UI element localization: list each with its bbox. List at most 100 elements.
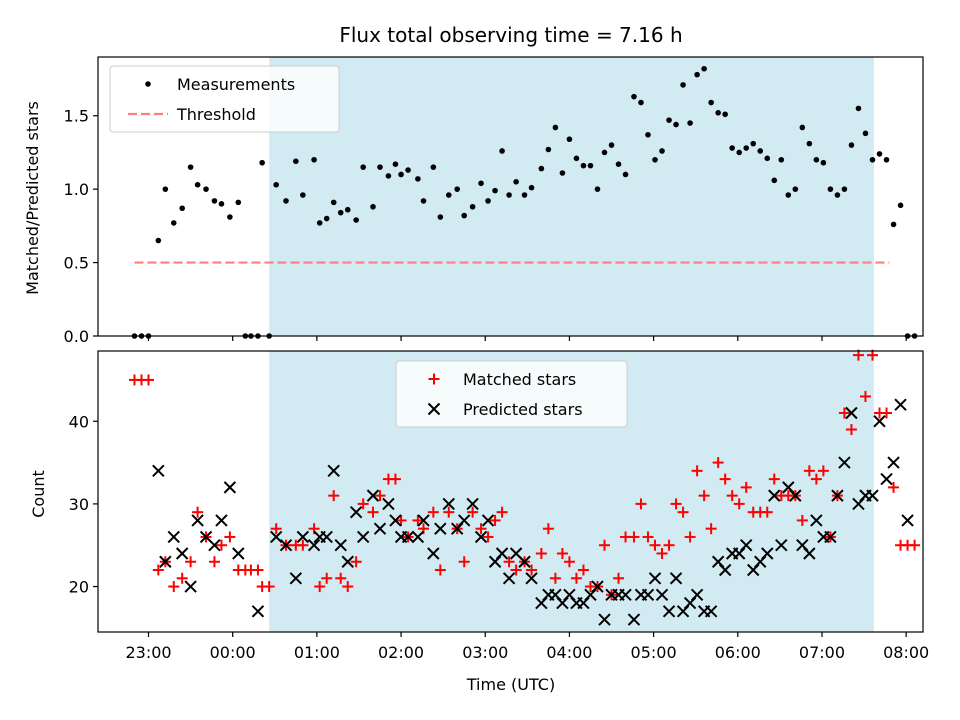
measurement-point <box>170 220 177 226</box>
matched-star-point <box>909 539 921 551</box>
measurement-point <box>715 110 721 116</box>
measurement-point <box>601 149 608 156</box>
predicted-star-point <box>382 497 395 511</box>
matched-star-point <box>208 556 220 568</box>
predicted-star-point <box>427 547 440 560</box>
predicted-star-point <box>466 497 479 511</box>
matched-star-point <box>768 473 780 485</box>
predicted-star-point <box>366 489 380 502</box>
predicted-star-point <box>349 505 363 519</box>
matched-star-point <box>342 581 354 593</box>
top-y-tick-label: 1.0 <box>64 180 89 199</box>
predicted-star-point <box>894 398 907 411</box>
measurement-point <box>293 158 299 165</box>
predicted-star-point <box>223 481 237 494</box>
measurement-point <box>179 205 185 212</box>
bottom-panel: 20 30 40 23:00 00:00 01:00 02:00 03:00 04:00 05:0… <box>69 349 929 662</box>
predicted-star-point <box>215 514 228 527</box>
predicted-star-point <box>289 572 303 585</box>
measurement-point <box>521 192 528 198</box>
measurement-point <box>848 142 855 148</box>
predicted-star-point <box>591 580 604 593</box>
bottom-plot-frame <box>97 350 924 633</box>
predicted-star-point <box>269 530 283 544</box>
measurement-point <box>337 209 344 216</box>
measurement-point <box>235 199 242 206</box>
measurement-point <box>743 145 750 151</box>
matched-star-point <box>176 572 188 584</box>
measurement-point <box>392 161 399 167</box>
top-plot-frame <box>97 56 924 337</box>
measurement-point <box>736 149 742 156</box>
predicted-star-point <box>191 514 204 527</box>
x-tick-label: 04:00 <box>546 643 592 662</box>
predicted-star-point <box>655 588 669 602</box>
predicted-star-point <box>251 605 265 618</box>
matched-star-point <box>192 506 204 518</box>
matched-star-point <box>740 481 752 493</box>
matched-star-point <box>577 564 589 576</box>
predicted-star-point <box>627 613 641 626</box>
matched-star-point <box>367 506 379 518</box>
top-legend: Measurements Threshold <box>109 65 340 133</box>
x-tick-label: 00:00 <box>210 643 256 662</box>
measurement-point <box>420 198 427 204</box>
measurement-point <box>203 186 209 192</box>
x-tick-label: 08:00 <box>883 643 929 662</box>
measurement-point <box>694 71 700 78</box>
measurement-point <box>687 120 693 126</box>
measurement-point <box>645 132 651 138</box>
bottom-legend-label: Matched stars <box>463 370 576 389</box>
matched-star-point <box>297 539 309 551</box>
matched-star-point <box>542 523 554 535</box>
measurement-point <box>559 170 566 176</box>
matched-star-point <box>321 572 333 584</box>
predicted-star-point <box>389 514 402 527</box>
measurement-point <box>622 171 629 178</box>
measurement-point <box>652 156 658 163</box>
measurement-point <box>855 105 862 112</box>
matched-star-point <box>215 539 227 551</box>
matched-star-point <box>663 539 675 551</box>
measurement-point <box>360 164 366 170</box>
predicted-star-point <box>159 555 172 568</box>
measurement-point <box>659 148 665 154</box>
measurement-point <box>594 186 601 192</box>
predicted-star-point <box>775 539 788 552</box>
predicted-star-point <box>175 547 189 560</box>
matched-star-point <box>335 572 347 584</box>
matched-star-point <box>510 564 522 576</box>
predicted-star-point <box>232 547 245 560</box>
predicted-star-point <box>373 522 387 535</box>
measurement-point <box>437 214 444 220</box>
predicted-star-point <box>279 539 293 552</box>
matched-star-point <box>838 407 850 419</box>
x-tick-label: 01:00 <box>294 643 340 662</box>
measurement-point <box>552 124 559 131</box>
matched-star-point <box>224 531 236 543</box>
matched-star-point <box>761 506 773 518</box>
matched-star-point <box>252 564 264 576</box>
predicted-star-point <box>845 406 858 420</box>
bottom-legend-label: Predicted stars <box>463 400 583 419</box>
top-panel: 0.0 0.5 1.0 1.5 Measurements Threshold <box>64 56 924 346</box>
predicted-star-point <box>866 489 879 502</box>
predicted-star-point <box>474 530 488 544</box>
matched-star-point <box>143 374 155 386</box>
legend-predicted-marker <box>427 402 441 416</box>
measurement-point <box>615 161 622 167</box>
top-legend-label: Measurements <box>177 75 295 94</box>
matched-star-point <box>642 531 654 543</box>
predicted-star-point <box>690 588 704 602</box>
matched-star-point <box>677 506 689 518</box>
measurement-point <box>750 140 757 147</box>
predicted-star-point <box>740 539 753 552</box>
chart-title: Flux total observing time = 7.16 h <box>339 23 682 47</box>
predicted-star-point <box>152 464 165 478</box>
measurement-point <box>330 199 337 206</box>
measurement-point <box>792 186 799 192</box>
predicted-star-point <box>824 530 837 544</box>
legend-matched-marker <box>428 373 440 385</box>
measurement-point <box>194 181 201 188</box>
matched-star-point <box>599 539 611 551</box>
